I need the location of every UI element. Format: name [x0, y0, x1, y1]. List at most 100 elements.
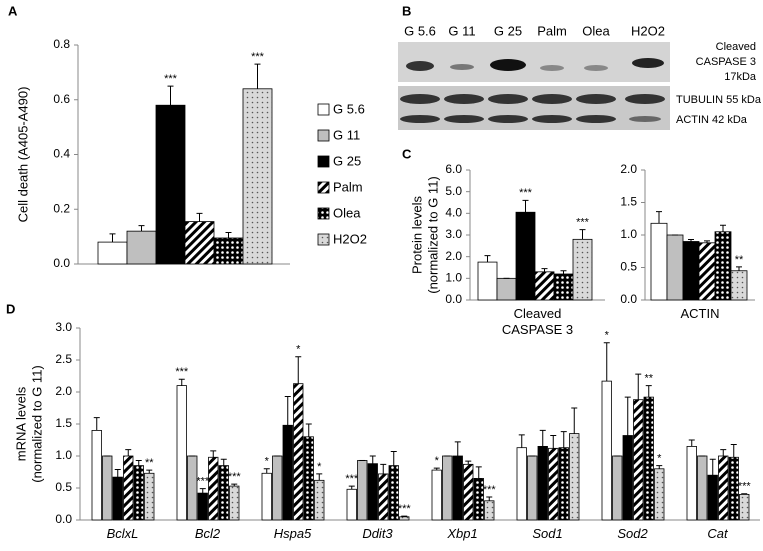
bar — [155, 104, 186, 265]
y-tick-label: 2.0 — [620, 162, 637, 176]
error-bar — [539, 429, 546, 447]
error-bar — [178, 378, 185, 386]
error-bar — [541, 268, 548, 272]
blot: G 5.6 G 11 G 25 Palm Olea H2O2 Cleaved C… — [398, 23, 762, 130]
error-bar — [114, 468, 121, 478]
legend-swatch — [317, 155, 330, 168]
y-tick-label: 4.0 — [445, 206, 462, 220]
blot-label: 17kDa — [724, 71, 757, 83]
y-axis-label: (normalized to G 11) — [425, 176, 440, 294]
error-bar — [109, 233, 116, 243]
error-bar — [465, 460, 472, 465]
bar — [682, 241, 700, 301]
y-tick-label: 0.2 — [53, 201, 70, 215]
significance: * — [265, 456, 270, 468]
error-bar — [138, 225, 145, 232]
blot-strip — [398, 42, 670, 82]
error-bar — [656, 465, 663, 469]
y-tick-label: 0.6 — [53, 92, 70, 106]
bar — [718, 455, 729, 521]
significance: * — [317, 461, 322, 473]
significance: ** — [145, 457, 154, 469]
error-bar — [475, 466, 482, 479]
bar — [431, 469, 442, 521]
bar — [612, 455, 623, 521]
bar — [739, 493, 750, 521]
blot-label: TUBULIN 55 kDa — [676, 94, 762, 106]
error-bar — [390, 451, 397, 466]
band — [488, 115, 528, 123]
error-bar — [305, 423, 312, 437]
x-tick-label-box: Xbp1 — [447, 526, 478, 541]
error-bar — [125, 449, 132, 456]
panel-letter: B — [402, 3, 411, 18]
bar — [558, 447, 569, 521]
y-tick-label: 2.0 — [445, 249, 462, 263]
band — [406, 61, 434, 71]
bar — [272, 455, 283, 521]
y-tick-label: 0.0 — [445, 292, 462, 306]
bar — [484, 500, 495, 521]
blot-label: ACTIN 42 kDa — [676, 114, 748, 126]
bar — [654, 468, 665, 521]
significance: *** — [228, 471, 242, 483]
error-bar — [645, 385, 652, 398]
y-tick-label: 5.0 — [445, 184, 462, 198]
error-bar — [146, 469, 153, 474]
error-bar — [231, 483, 238, 487]
x-tick-label-box: Sod2 — [617, 526, 647, 541]
error-bar — [167, 85, 174, 106]
y-tick-label: 0.0 — [620, 292, 637, 306]
error-bar — [486, 496, 493, 501]
bar — [97, 241, 128, 265]
legend-swatch — [317, 233, 330, 246]
panel-letter: A — [8, 3, 18, 18]
x-tick-label-box: Cat — [707, 526, 727, 541]
legend-label: G 11 — [333, 127, 360, 142]
bar — [102, 455, 113, 521]
lane-label: G 5.6 — [404, 23, 436, 38]
y-tick-label: 6.0 — [445, 162, 462, 176]
bar — [261, 472, 272, 521]
y-tick-label: 0.4 — [53, 147, 70, 161]
error-bar — [560, 431, 567, 448]
error-bar — [93, 417, 100, 431]
bar — [187, 455, 198, 521]
significance: *** — [175, 366, 189, 378]
legend-swatch — [317, 129, 330, 142]
significance: *** — [196, 476, 210, 488]
error-bar — [295, 356, 302, 384]
panel-letter: D — [6, 301, 15, 316]
band — [532, 94, 572, 104]
band — [490, 59, 526, 71]
y-tick-label: 0.5 — [620, 260, 637, 274]
x-tick-label-box: Hspa5 — [274, 526, 312, 541]
x-tick-label-box: BclxL — [107, 526, 139, 541]
significance: ** — [644, 373, 653, 385]
blot-strip — [398, 86, 670, 130]
x-tick-label-box: Ddit3 — [362, 526, 392, 541]
band — [576, 115, 616, 123]
error-bar — [135, 459, 142, 466]
bar — [650, 222, 668, 301]
y-tick-label: 0.0 — [55, 512, 72, 526]
bar — [213, 237, 244, 265]
significance: * — [435, 455, 440, 467]
significance: *** — [398, 503, 412, 515]
bar — [123, 455, 134, 521]
y-tick-label: 0.5 — [55, 480, 72, 494]
bar — [229, 485, 240, 521]
significance: *** — [576, 216, 590, 228]
significance: *** — [738, 481, 752, 493]
bar — [496, 277, 517, 301]
y-tick-label: 3.0 — [445, 227, 462, 241]
error-bar — [225, 232, 232, 238]
band — [400, 115, 440, 123]
bar — [569, 433, 580, 521]
error-bar — [196, 212, 203, 222]
significance: ** — [735, 254, 744, 266]
error-bar — [284, 395, 291, 426]
x-tick-label: Xbp1 — [447, 526, 478, 541]
band — [488, 94, 528, 104]
